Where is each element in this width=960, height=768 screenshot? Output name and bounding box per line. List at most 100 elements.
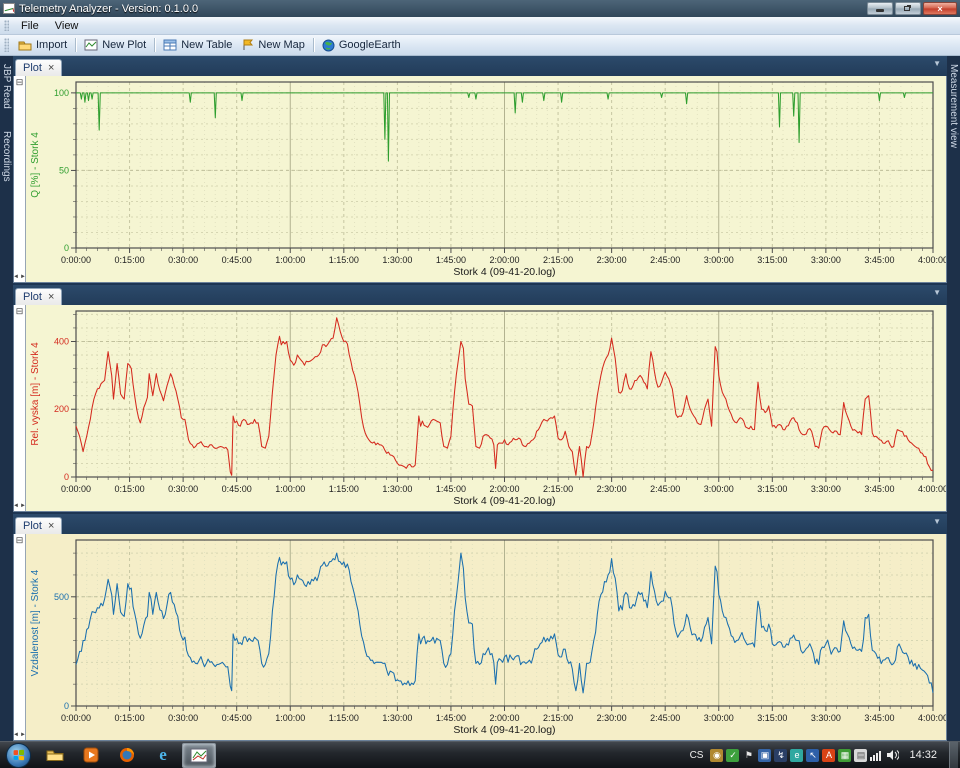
restore-button[interactable] [895, 2, 921, 15]
sidebar-tab-jbp-read[interactable]: JBP Read [1, 64, 12, 109]
svg-text:3:15:00: 3:15:00 [757, 713, 787, 723]
collapse-icon[interactable]: ⊟ [15, 77, 24, 87]
volume-icon[interactable] [886, 749, 900, 762]
green-chart-icon[interactable]: ▦ [838, 748, 852, 762]
window-title: Telemetry Analyzer - Version: 0.1.0.0 [19, 2, 199, 15]
toolbar-separator [75, 38, 77, 52]
language-indicator[interactable]: CS [689, 749, 704, 761]
mini-scrollbar[interactable]: ⊟ ◄ ► [13, 305, 26, 511]
start-button[interactable] [6, 742, 31, 768]
svg-text:3:30:00: 3:30:00 [811, 255, 841, 265]
tab-close-icon[interactable]: × [47, 519, 55, 532]
sidebar-tab-recordings[interactable]: Recordings [1, 130, 12, 182]
taskbar-telemetry-analyzer-button[interactable] [182, 742, 216, 768]
scroll-right-icon[interactable]: ► [20, 503, 26, 509]
taskbar-explorer-button[interactable] [38, 743, 72, 768]
clipboard-icon[interactable]: ▤ [854, 748, 868, 762]
tab-close-icon[interactable]: × [47, 290, 55, 303]
svg-text:2:30:00: 2:30:00 [597, 484, 627, 494]
taskbar-ie-button[interactable]: e [146, 743, 180, 768]
svg-text:0:45:00: 0:45:00 [222, 484, 252, 494]
show-desktop-button[interactable] [949, 741, 958, 768]
scroll-left-icon[interactable]: ◄ [13, 503, 19, 509]
chart-icon [84, 39, 98, 51]
eset-icon[interactable]: e [790, 748, 804, 762]
svg-text:3:00:00: 3:00:00 [704, 255, 734, 265]
tab-dropdown-icon[interactable]: ▼ [933, 59, 941, 68]
svg-text:3:15:00: 3:15:00 [757, 255, 787, 265]
camera-icon[interactable]: ◉ [710, 748, 724, 762]
tab-plot[interactable]: Plot × [15, 288, 63, 305]
usb-device-icon[interactable]: ↯ [774, 748, 788, 762]
tab-close-icon[interactable]: × [47, 61, 55, 74]
distance-chart[interactable]: 0:00:00 0:15:00 0:30:00 0:45:00 1:00:00 1:15:… [26, 534, 946, 740]
plot-panels-container: Plot × ▼ ⊟ ◄ ► 0:00:00 0:15:00 0:30:00 0:45:… [13, 56, 947, 741]
table-icon [163, 39, 177, 51]
svg-text:2:30:00: 2:30:00 [597, 255, 627, 265]
svg-text:0:00:00: 0:00:00 [61, 255, 91, 265]
close-button[interactable]: × [923, 2, 957, 15]
tab-plot[interactable]: Plot × [15, 59, 63, 76]
q-percent-chart[interactable]: 0:00:00 0:15:00 0:30:00 0:45:00 1:00:00 1:15:… [26, 76, 946, 282]
svg-text:2:15:00: 2:15:00 [543, 484, 573, 494]
mini-scrollbar[interactable]: ⊟ ◄ ► [13, 534, 26, 740]
svg-text:1:30:00: 1:30:00 [382, 255, 412, 265]
network-signal-icon[interactable] [870, 749, 883, 762]
explorer-folder-icon [46, 750, 64, 761]
remote-desktop-icon[interactable]: ↖ [806, 748, 820, 762]
googleearth-button[interactable]: GoogleEarth [317, 37, 406, 54]
scroll-left-icon[interactable]: ◄ [13, 274, 19, 280]
svg-text:0:30:00: 0:30:00 [168, 255, 198, 265]
svg-text:Stork 4 (09-41-20.log): Stork 4 (09-41-20.log) [453, 266, 555, 278]
import-button[interactable]: Import [13, 37, 72, 53]
new-map-button[interactable]: New Map [237, 37, 309, 53]
antivirus-shield-icon[interactable]: ✓ [726, 748, 740, 762]
panel-content: ⊟ ◄ ► 0:00:00 0:15:00 0:30:00 0:45:00 1:00:00… [13, 76, 947, 283]
svg-text:1:15:00: 1:15:00 [329, 713, 359, 723]
avast-icon[interactable]: A [822, 748, 836, 762]
svg-text:0: 0 [64, 472, 69, 482]
scroll-right-icon[interactable]: ► [20, 732, 26, 738]
menu-view[interactable]: View [54, 19, 79, 32]
media-player-icon [83, 747, 99, 763]
menu-file[interactable]: File [21, 19, 39, 32]
svg-text:0:45:00: 0:45:00 [222, 255, 252, 265]
plot-panel-q: Plot × ▼ ⊟ ◄ ► 0:00:00 0:15:00 0:30:00 0:45:… [13, 56, 947, 283]
blue-app-icon[interactable]: ▣ [758, 748, 772, 762]
mini-scrollbar[interactable]: ⊟ ◄ ► [13, 76, 26, 282]
collapse-icon[interactable]: ⊟ [15, 306, 24, 316]
toolbar-grip [4, 38, 9, 52]
svg-text:1:30:00: 1:30:00 [382, 713, 412, 723]
collapse-icon[interactable]: ⊟ [15, 535, 24, 545]
svg-text:3:30:00: 3:30:00 [811, 484, 841, 494]
taskbar-firefox-button[interactable] [110, 743, 144, 768]
sidebar-tab-measurement-view[interactable]: Measurement view [948, 64, 959, 148]
svg-text:0: 0 [64, 243, 69, 253]
new-plot-button[interactable]: New Plot [79, 37, 151, 53]
tab-dropdown-icon[interactable]: ▼ [933, 288, 941, 297]
minimize-icon [876, 9, 884, 12]
scroll-right-icon[interactable]: ► [20, 274, 26, 280]
scroll-left-icon[interactable]: ◄ [13, 732, 19, 738]
folder-import-icon [18, 41, 32, 51]
svg-text:2:00:00: 2:00:00 [489, 484, 519, 494]
menu-bar: File View [0, 17, 960, 35]
new-table-button[interactable]: New Table [158, 37, 237, 53]
tab-dropdown-icon[interactable]: ▼ [933, 517, 941, 526]
rel-height-chart[interactable]: 0:00:00 0:15:00 0:30:00 0:45:00 1:00:00 1:15:… [26, 305, 946, 511]
svg-text:3:45:00: 3:45:00 [864, 713, 894, 723]
svg-text:1:15:00: 1:15:00 [329, 484, 359, 494]
svg-text:0:30:00: 0:30:00 [168, 484, 198, 494]
taskbar-media-player-button[interactable] [74, 743, 108, 768]
svg-text:4:00:00: 4:00:00 [918, 255, 946, 265]
svg-text:3:00:00: 3:00:00 [704, 713, 734, 723]
svg-text:3:45:00: 3:45:00 [864, 484, 894, 494]
minimize-button[interactable] [867, 2, 893, 15]
svg-text:Vzdalenost [m] - Stork 4: Vzdalenost [m] - Stork 4 [30, 569, 41, 676]
toolbar-grip [4, 19, 9, 32]
tab-plot[interactable]: Plot × [15, 517, 63, 534]
taskbar-clock[interactable]: 14:32 [909, 749, 937, 761]
action-center-flag-icon[interactable]: ⚑ [744, 749, 753, 760]
toolbar-separator [312, 38, 314, 52]
